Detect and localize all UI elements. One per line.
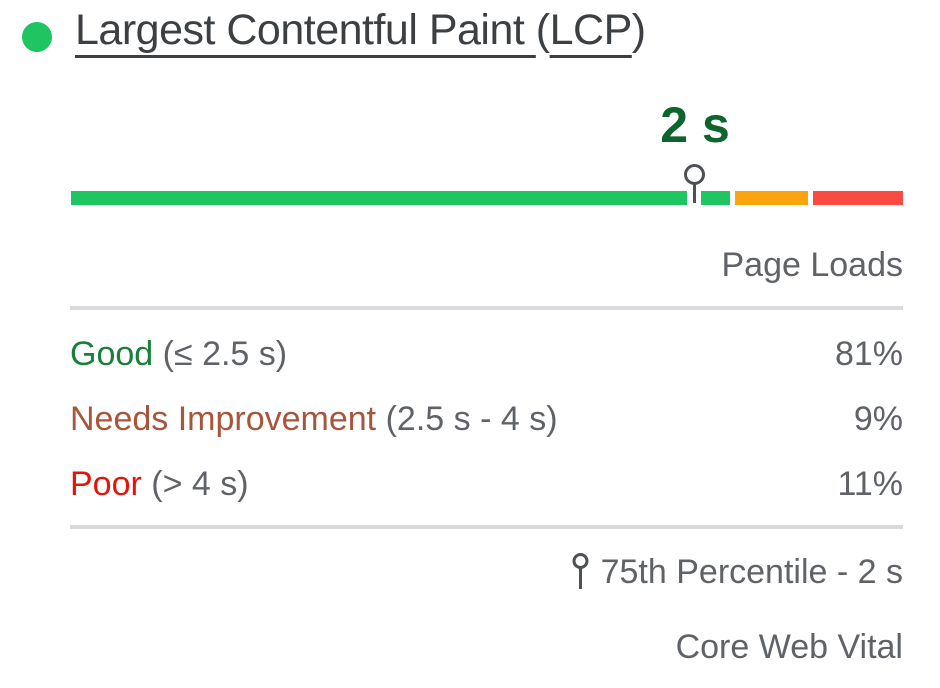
metric-name-link[interactable]: Largest Contentful Paint xyxy=(75,6,536,54)
metric-abbr-link[interactable]: LCP xyxy=(549,6,633,54)
row-label: Poor (> 4 s) xyxy=(70,464,249,504)
lcp-status-dot-icon xyxy=(22,22,52,52)
page-loads-header: Page Loads xyxy=(721,246,904,284)
row-value: 81% xyxy=(834,335,903,373)
row-label: Needs Improvement (2.5 s - 4 s) xyxy=(70,399,558,439)
paren-close: ) xyxy=(631,6,646,54)
table-row-good: Good (≤ 2.5 s) 81% xyxy=(70,334,903,374)
row-label-needs-improvement: Needs Improvement xyxy=(70,400,377,438)
page-title[interactable]: Largest Contentful Paint (LCP) xyxy=(75,6,646,55)
divider xyxy=(70,306,903,310)
percentile-marker-icon xyxy=(684,164,705,185)
percentile-marker-stem xyxy=(693,184,696,203)
percentile-summary-label: 75th Percentile - 2 s xyxy=(600,552,903,591)
percentile-summary: 75th Percentile - 2 s xyxy=(572,552,903,592)
bar-segment-needs-improvement xyxy=(735,191,809,205)
table-row-poor: Poor (> 4 s) 11% xyxy=(70,464,903,504)
row-value: 9% xyxy=(853,400,903,438)
row-label-poor: Poor xyxy=(70,465,142,503)
percentile-value: 2 s xyxy=(660,97,730,153)
row-value: 11% xyxy=(837,465,903,503)
distribution-bar xyxy=(71,191,904,205)
row-label-good: Good xyxy=(70,335,154,373)
paren-open: ( xyxy=(535,6,550,54)
bar-segment-good xyxy=(71,191,731,205)
pin-icon xyxy=(572,553,589,589)
row-range: (≤ 2.5 s) xyxy=(153,335,288,373)
divider xyxy=(70,525,903,529)
core-web-vital-label: Core Web Vital xyxy=(675,628,903,666)
row-range: (> 4 s) xyxy=(141,465,249,503)
row-range: (2.5 s - 4 s) xyxy=(376,400,558,438)
row-label: Good (≤ 2.5 s) xyxy=(70,334,287,374)
table-row-needs-improvement: Needs Improvement (2.5 s - 4 s) 9% xyxy=(70,399,903,439)
bar-segment-poor xyxy=(813,191,904,205)
